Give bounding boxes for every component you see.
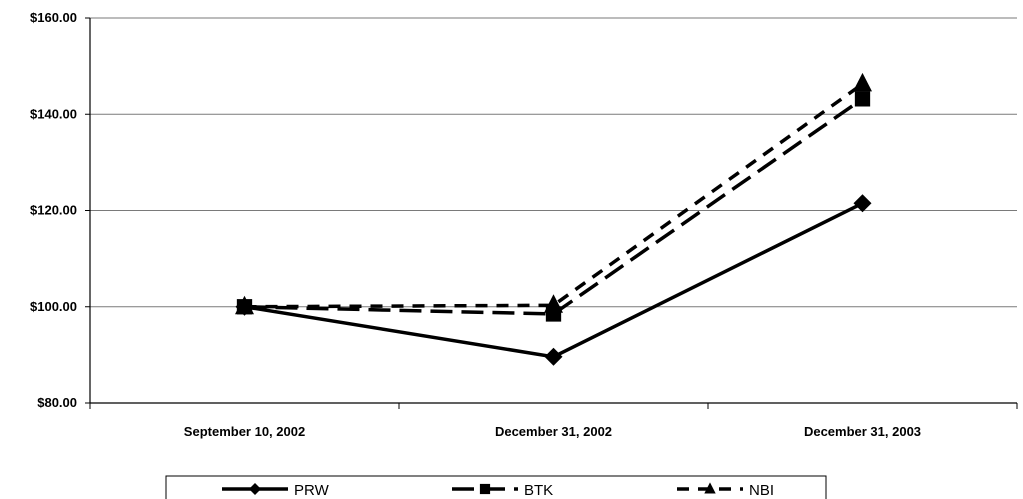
- y-tick-label: $80.00: [37, 395, 77, 410]
- series-lines: [235, 72, 872, 366]
- legend-label-btk: BTK: [524, 482, 553, 499]
- series-line-btk: [244, 97, 864, 316]
- y-axis-ticks: $80.00 $100.00 $120.00 $140.00 $160.00: [30, 10, 91, 410]
- x-tick-label: December 31, 2003: [804, 424, 921, 439]
- series-line-nbi: [244, 82, 864, 309]
- legend-marker-btk: [479, 483, 491, 495]
- legend-marker-nbi: [704, 482, 716, 494]
- legend-marker-prw: [249, 483, 261, 495]
- x-axis: September 10, 2002 December 31, 2002 Decem…: [89, 403, 1018, 439]
- x-tick-label: September 10, 2002: [184, 424, 305, 439]
- legend: PRW BTK NBI: [165, 475, 827, 499]
- y-tick-label: $140.00: [30, 106, 77, 121]
- legend-label-nbi: NBI: [749, 482, 774, 499]
- x-tick-label: December 31, 2002: [495, 424, 612, 439]
- data-point-prw: [544, 347, 563, 366]
- series-line-prw: [244, 201, 864, 359]
- data-point-btk: [545, 306, 562, 322]
- data-point-nbi: [853, 72, 872, 92]
- y-tick-label: $100.00: [30, 299, 77, 314]
- y-tick-label: $120.00: [30, 203, 77, 218]
- data-point-btk: [854, 91, 871, 107]
- data-point-prw: [235, 297, 254, 316]
- gridlines: [90, 17, 1017, 404]
- data-point-prw: [853, 194, 872, 213]
- legend-label-prw: PRW: [294, 482, 330, 499]
- y-tick-label: $160.00: [30, 10, 77, 25]
